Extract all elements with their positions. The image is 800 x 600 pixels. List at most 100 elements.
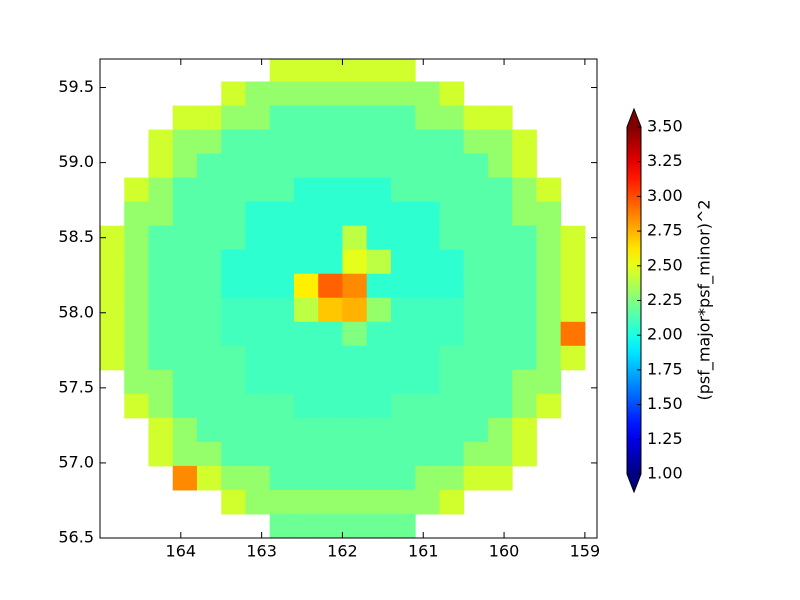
heat-cell [269, 177, 295, 203]
heat-cell [269, 153, 295, 179]
heat-cell [245, 105, 271, 131]
heat-cell [342, 153, 368, 179]
heat-cell [463, 441, 489, 467]
heat-cell [318, 273, 343, 299]
heat-cell [293, 465, 319, 491]
heat-cell [293, 297, 319, 323]
heat-cell [560, 297, 586, 323]
heat-cell [293, 81, 319, 107]
colorbar-label: (psf_major*psf_minor)^2 [695, 199, 715, 400]
heat-cell [366, 345, 392, 371]
heat-cell [318, 105, 343, 131]
heat-cell [439, 441, 465, 467]
heat-cell [100, 321, 125, 347]
heat-cell [415, 441, 440, 467]
heat-cell [415, 321, 440, 347]
heat-cell [536, 201, 562, 227]
heat-cell [124, 393, 149, 419]
heat-cell [221, 81, 246, 107]
heat-cell [318, 249, 343, 275]
colorbar-tick-label: 2.25 [647, 290, 683, 309]
heat-cell [172, 297, 198, 323]
heat-cell [221, 417, 246, 443]
heat-cell [245, 441, 271, 467]
colorbar [627, 127, 641, 474]
heat-cell [293, 345, 319, 371]
heat-cell [415, 105, 440, 131]
heat-cell [366, 297, 392, 323]
colorbar-extend-bottom [627, 474, 641, 492]
heat-cell [293, 59, 319, 83]
heat-cell [148, 249, 174, 275]
heat-cell [512, 441, 537, 467]
heat-cell [463, 369, 489, 395]
heat-cell [487, 177, 513, 203]
heat-cell [245, 249, 271, 275]
heat-cell [221, 129, 246, 155]
heat-cell [269, 105, 295, 131]
heat-cell [463, 321, 489, 347]
heat-cell [293, 153, 319, 179]
heat-cell [366, 441, 392, 467]
heat-cell [342, 59, 368, 83]
heat-cell [390, 321, 416, 347]
heat-cell [366, 273, 392, 299]
heat-cell [366, 321, 392, 347]
heat-cell [536, 297, 562, 323]
heat-cell [172, 273, 198, 299]
heat-cell [148, 129, 174, 155]
heat-cell [269, 249, 295, 275]
heat-cell [342, 297, 368, 323]
heat-cell [390, 465, 416, 491]
y-tick-label: 59.5 [58, 77, 94, 96]
heat-cell [318, 81, 343, 107]
heat-cell [439, 249, 465, 275]
heat-cell [269, 513, 295, 538]
heat-cell [439, 489, 465, 515]
heat-cell [536, 177, 562, 203]
heat-cell [415, 177, 440, 203]
x-tick-label: 163 [246, 542, 277, 561]
heat-cell [318, 369, 343, 395]
heat-cell [172, 177, 198, 203]
x-tick-label: 160 [489, 542, 520, 561]
heat-cell [463, 297, 489, 323]
colorbar-tick-label: 2.75 [647, 221, 683, 240]
heat-cell [415, 273, 440, 299]
heat-cell [366, 417, 392, 443]
heat-cell [196, 177, 222, 203]
heat-cell [415, 393, 440, 419]
heat-cell [269, 81, 295, 107]
heat-cell [148, 153, 174, 179]
heat-cell [148, 369, 174, 395]
heat-cell [293, 393, 319, 419]
heat-cell [196, 441, 222, 467]
heat-cell [439, 417, 465, 443]
heat-cell [342, 441, 368, 467]
heat-cell [172, 153, 198, 179]
heat-cell [221, 153, 246, 179]
heat-cell [293, 513, 319, 538]
heat-cell [293, 105, 319, 131]
heat-cell [221, 393, 246, 419]
colorbar-tick-label: 2.00 [647, 325, 683, 344]
heat-cell [487, 225, 513, 251]
plot-frame [99, 58, 598, 539]
heat-cell [318, 345, 343, 371]
heatmap-cells [100, 59, 586, 538]
x-tick-label: 162 [327, 542, 358, 561]
heat-cell [390, 297, 416, 323]
heat-cell [148, 345, 174, 371]
heat-cell [245, 201, 271, 227]
heat-cell [221, 369, 246, 395]
heat-cell [366, 105, 392, 131]
heat-cell [318, 225, 343, 251]
heat-cell [536, 393, 562, 419]
colorbar-tick-label: 1.50 [647, 394, 683, 413]
heat-cell [172, 465, 198, 491]
heat-cell [487, 297, 513, 323]
heat-cell [512, 369, 537, 395]
heat-cell [487, 369, 513, 395]
heat-cell [293, 489, 319, 515]
